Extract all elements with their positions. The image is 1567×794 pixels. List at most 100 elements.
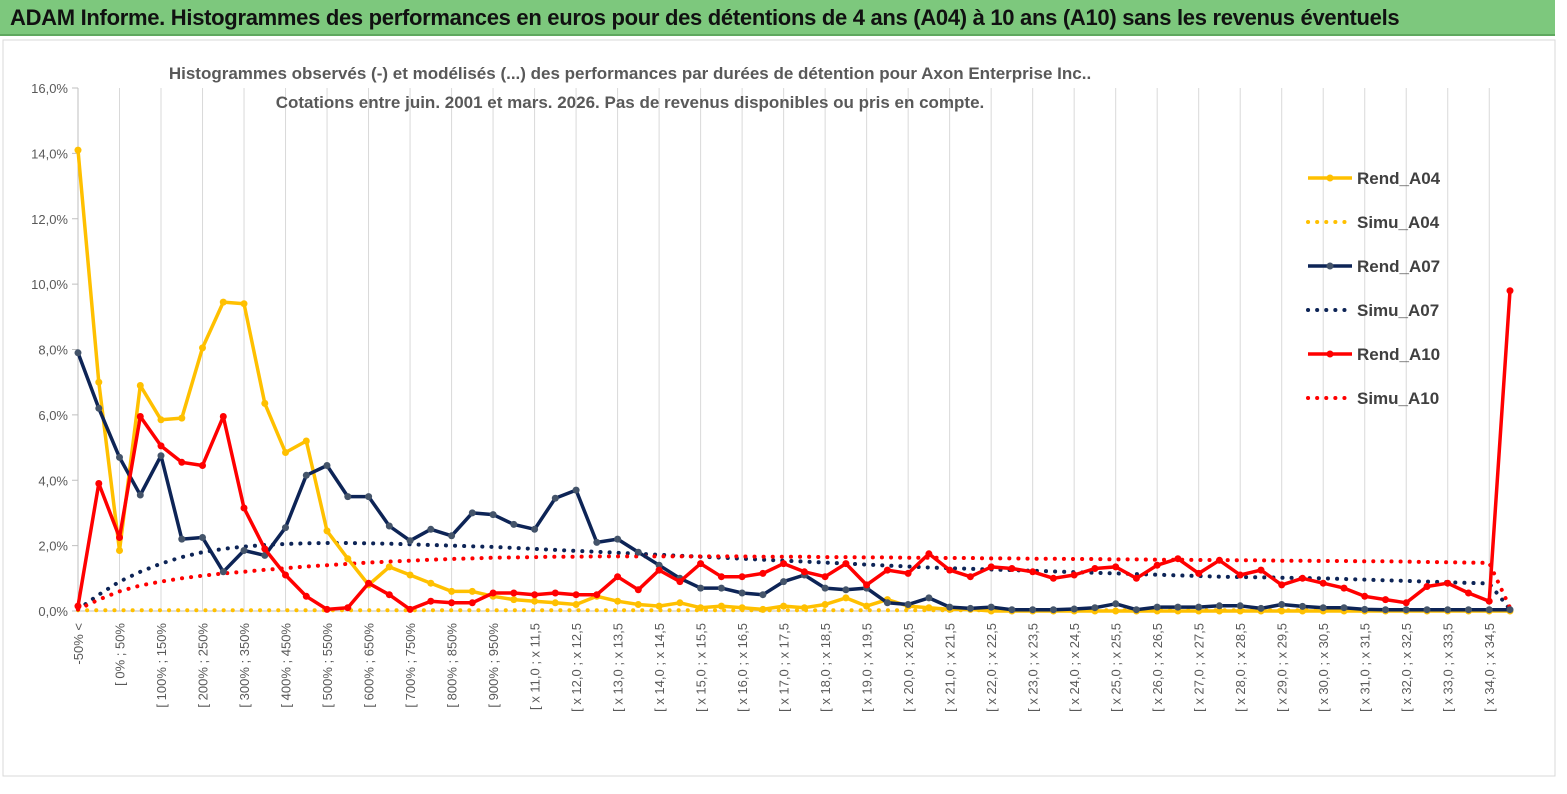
point-rend_a10 — [904, 569, 912, 577]
point-rend_a07 — [344, 493, 352, 501]
point-rend_a04 — [697, 604, 705, 612]
x-tick-label: [ x 22,0 ; x 22,5 — [984, 623, 999, 712]
point-rend_a04 — [676, 599, 684, 607]
x-tick-label: [ 100% ; 150% — [154, 623, 169, 708]
point-rend_a10 — [302, 592, 310, 600]
point-rend_a10 — [842, 560, 850, 568]
point-rend_a04 — [219, 298, 227, 306]
point-rend_a07 — [531, 525, 539, 533]
point-rend_a04 — [780, 602, 788, 610]
x-tick-label: [ x 33,0 ; x 33,5 — [1441, 623, 1456, 712]
x-tick-label: [ 300% ; 350% — [237, 623, 252, 708]
point-rend_a07 — [116, 453, 123, 461]
point-rend_a04 — [925, 604, 933, 612]
legend-label-rend_a04: Rend_A04 — [1357, 169, 1441, 188]
chart-title-line2: Cotations entre juin. 2001 et mars. 2026… — [276, 93, 985, 112]
point-rend_a07 — [987, 603, 995, 611]
point-rend_a07 — [1444, 606, 1452, 614]
x-tick-label: [ x 24,0 ; x 24,5 — [1067, 623, 1082, 712]
point-rend_a07 — [489, 511, 497, 519]
point-rend_a10 — [1112, 563, 1120, 571]
x-tick-label: [ x 19,0 ; x 19,5 — [860, 623, 875, 712]
point-rend_a10 — [1278, 581, 1286, 589]
point-rend_a04 — [1215, 607, 1223, 615]
point-rend_a04 — [344, 555, 352, 563]
point-rend_a07 — [966, 604, 974, 612]
point-rend_a10 — [987, 563, 995, 571]
point-rend_a10 — [427, 597, 435, 605]
point-rend_a04 — [406, 571, 414, 579]
point-rend_a07 — [406, 537, 414, 545]
y-tick-label: 14,0% — [31, 146, 68, 161]
point-rend_a10 — [448, 599, 456, 607]
series-group — [74, 146, 1514, 615]
point-rend_a04 — [468, 587, 476, 595]
point-rend_a10 — [1132, 574, 1140, 582]
point-rend_a10 — [531, 591, 539, 599]
y-tick-label: 12,0% — [31, 212, 68, 227]
point-rend_a10 — [759, 569, 767, 577]
x-tick-label: [ x 17,0 ; x 17,5 — [777, 623, 792, 712]
point-rend_a07 — [1465, 606, 1472, 614]
point-rend_a10 — [1070, 571, 1078, 579]
point-rend_a10 — [1423, 583, 1431, 590]
point-rend_a04 — [863, 602, 871, 610]
point-rend_a10 — [219, 413, 227, 420]
chart-area: 0,0% 2,0% 4,0% 6,0% 8,0% 10,0% 12,0% 14,0% 16,0%… — [0, 38, 1567, 789]
point-rend_a04 — [323, 527, 331, 535]
point-rend_a10 — [1008, 565, 1016, 572]
point-rend_a07 — [1112, 600, 1120, 608]
point-rend_a07 — [157, 452, 165, 460]
legend-marker-rend_a10 — [1326, 350, 1334, 358]
x-tick-label: [ x 26,0 ; x 26,5 — [1150, 623, 1165, 712]
point-rend_a10 — [1257, 566, 1265, 574]
point-rend_a07 — [1382, 606, 1389, 614]
x-tick-label: [ x 11,0 ; x 11,5 — [528, 623, 543, 710]
point-rend_a04 — [95, 378, 103, 386]
x-tick-label: [ x 15,0 ; x 15,5 — [694, 623, 709, 712]
point-rend_a04 — [510, 596, 518, 604]
point-rend_a10 — [655, 566, 663, 574]
point-rend_a04 — [614, 597, 622, 605]
point-rend_a07 — [1029, 606, 1037, 614]
point-rend_a07 — [1091, 604, 1099, 612]
point-rend_a04 — [136, 382, 144, 389]
point-rend_a04 — [531, 597, 539, 605]
point-rend_a04 — [282, 449, 289, 456]
point-rend_a07 — [925, 594, 933, 602]
point-rend_a10 — [1195, 569, 1203, 577]
point-rend_a10 — [240, 504, 248, 512]
point-rend_a07 — [468, 509, 476, 517]
point-rend_a10 — [1236, 571, 1244, 579]
point-rend_a07 — [323, 462, 331, 469]
point-rend_a04 — [572, 601, 580, 608]
point-rend_a07 — [717, 584, 725, 592]
x-tick-label: [ x 30,0 ; x 30,5 — [1316, 623, 1331, 712]
point-rend_a07 — [1423, 606, 1431, 614]
x-axis: -50% < [ 0% ; 50% [ 100% ; 150% [ 200% ; 25… — [71, 610, 1510, 712]
point-rend_a10 — [697, 560, 705, 568]
point-rend_a07 — [1319, 604, 1327, 612]
point-rend_a04 — [821, 601, 829, 608]
series-line-rend_a07 — [76, 352, 1510, 612]
point-rend_a10 — [593, 591, 601, 599]
chart-frame — [2, 39, 1556, 777]
legend-label-rend_a10: Rend_A10 — [1357, 345, 1440, 364]
point-rend_a07 — [551, 494, 559, 502]
point-rend_a07 — [385, 522, 393, 530]
point-rend_a07 — [572, 486, 580, 494]
point-rend_a10 — [323, 605, 331, 613]
point-rend_a04 — [1278, 607, 1286, 615]
point-rend_a04 — [759, 605, 767, 613]
point-rend_a10 — [1485, 597, 1493, 605]
point-rend_a04 — [199, 344, 206, 352]
point-rend_a10 — [1299, 574, 1306, 582]
x-tick-label: [ 900% ; 950% — [486, 623, 501, 708]
point-rend_a10 — [1319, 579, 1327, 587]
point-rend_a07 — [1174, 603, 1182, 611]
chart-title-line1: Histogrammes observés (-) et modélisés (… — [169, 64, 1091, 83]
point-rend_a07 — [697, 584, 705, 592]
point-rend_a07 — [821, 584, 829, 592]
point-rend_a07 — [1402, 606, 1410, 614]
point-rend_a07 — [427, 525, 435, 533]
